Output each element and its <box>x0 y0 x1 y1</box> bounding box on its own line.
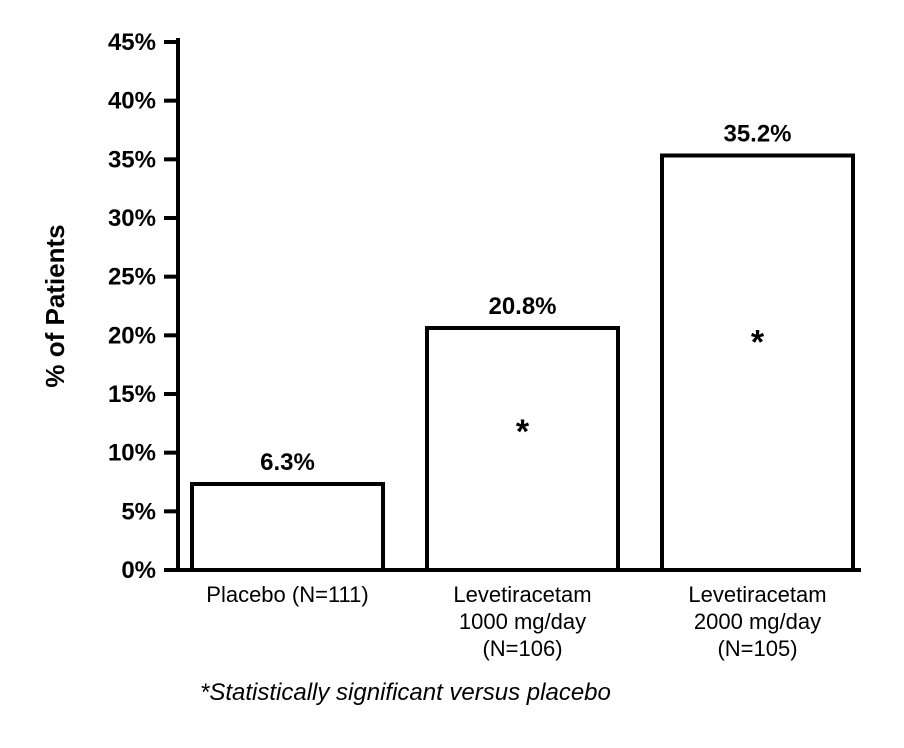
y-tick-label: 25% <box>108 264 156 291</box>
y-axis-title: % of Patients <box>40 224 70 387</box>
x-category-label: Placebo (N=111) <box>206 582 368 607</box>
y-tick-label: 0% <box>121 557 156 584</box>
significance-star-icon: * <box>751 323 765 361</box>
y-tick-label: 40% <box>108 88 156 115</box>
bar <box>662 155 853 570</box>
y-tick-label: 35% <box>108 146 156 173</box>
x-category-label: Levetiracetam <box>453 582 591 607</box>
significance-star-icon: * <box>516 413 530 451</box>
y-tick-label: 30% <box>108 205 156 232</box>
bar <box>192 484 383 570</box>
y-tick-label: 45% <box>108 29 156 56</box>
x-category-label: Levetiracetam <box>688 582 826 607</box>
bar-value-label: 20.8% <box>488 293 556 320</box>
y-tick-label: 5% <box>121 498 156 525</box>
bar-value-label: 6.3% <box>260 449 315 476</box>
bar-value-label: 35.2% <box>723 120 791 147</box>
bar-chart: 0% 5% 10% 15% 20% 25% 30% 35% 40% 45% 6.3% Placebo … <box>0 0 904 748</box>
x-category-label: 2000 mg/day <box>694 609 821 634</box>
y-tick-label: 10% <box>108 440 156 467</box>
x-category-label: (N=105) <box>717 636 797 661</box>
x-category-label: (N=106) <box>482 636 562 661</box>
footnote: *Statistically significant versus placeb… <box>200 679 611 706</box>
x-category-label: 1000 mg/day <box>459 609 586 634</box>
y-tick-label: 15% <box>108 381 156 408</box>
y-tick-label: 20% <box>108 322 156 349</box>
